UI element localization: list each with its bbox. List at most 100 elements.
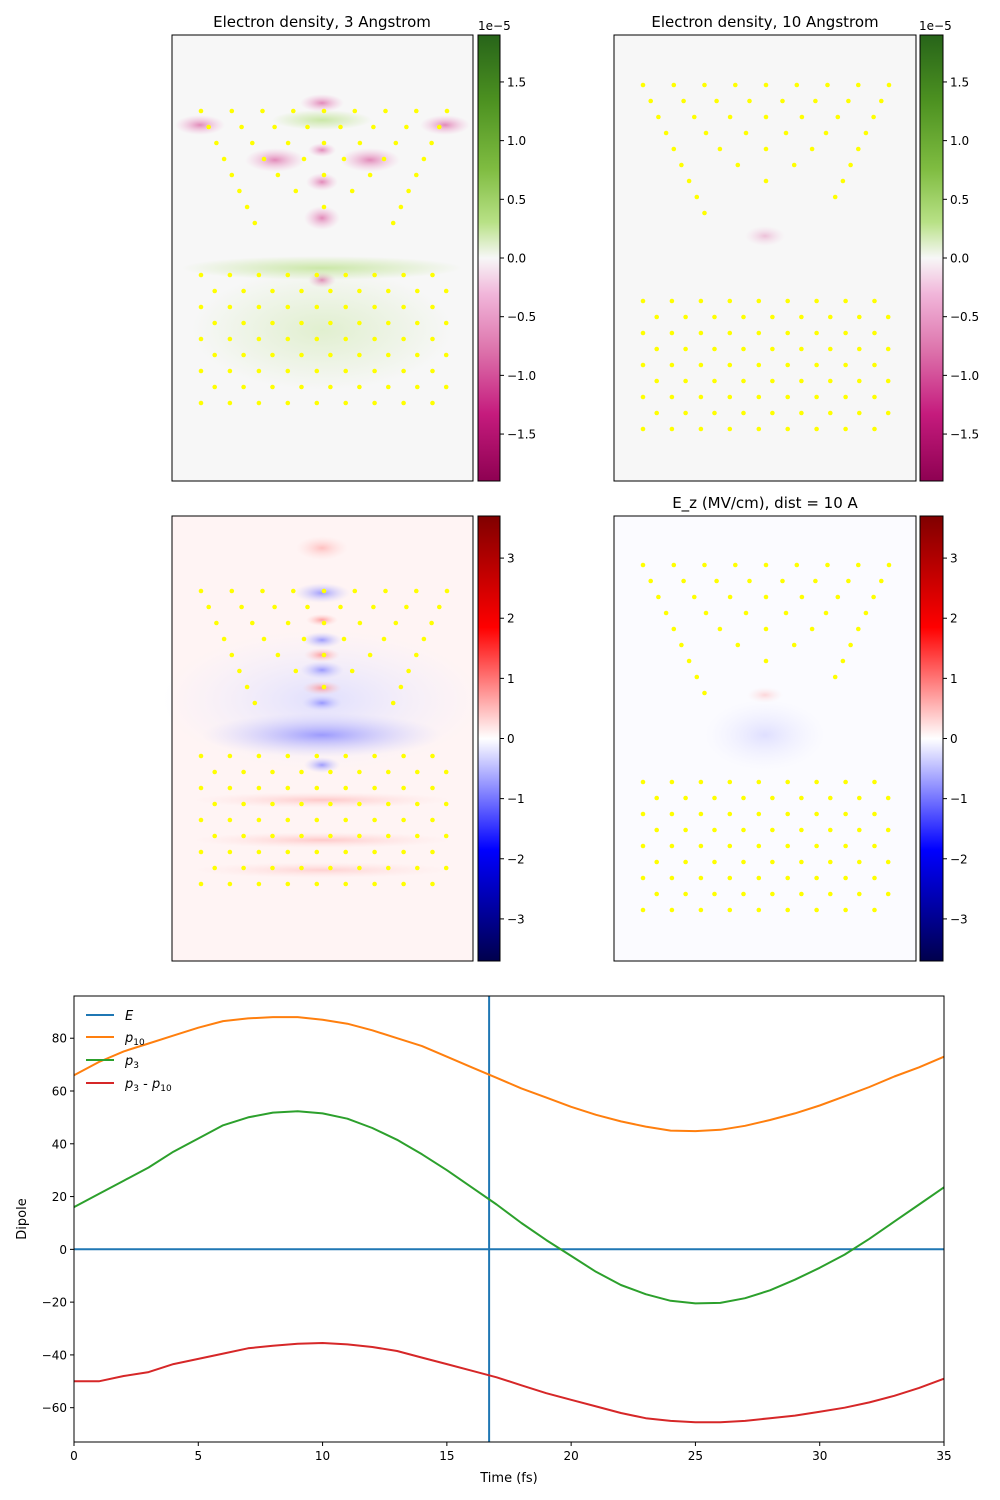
atom-marker [712, 827, 717, 833]
atom-marker [270, 384, 275, 390]
atom-marker [823, 130, 829, 136]
atom-marker [314, 272, 320, 278]
atom-marker [415, 833, 420, 839]
atom-marker [256, 785, 262, 791]
atom-marker [694, 674, 700, 680]
colorbar-tick-label: 0 [950, 732, 958, 746]
atom-marker [272, 124, 277, 130]
atom-marker [885, 410, 891, 416]
atom-marker [241, 320, 246, 326]
atom-marker [299, 801, 304, 807]
atom-marker [198, 108, 204, 114]
series-line-p10 [73, 1016, 945, 1133]
atom-marker [430, 304, 435, 310]
atom-marker [656, 114, 661, 120]
atom-marker [244, 684, 250, 690]
atom-marker [694, 194, 700, 200]
atom-marker [785, 426, 790, 432]
atom-marker [640, 875, 646, 881]
atom-marker [386, 801, 391, 807]
atom-marker [712, 314, 717, 320]
atom-marker [872, 298, 877, 304]
atom-marker [241, 288, 246, 294]
colorbar-tick-label: −1.0 [507, 369, 536, 383]
atom-marker [414, 172, 419, 178]
atom-marker [791, 642, 797, 648]
atom-marker [663, 130, 669, 136]
colorbar-tick-label: −0.5 [950, 310, 979, 324]
atom-marker [640, 394, 646, 400]
atom-marker [814, 362, 819, 368]
atom-marker [357, 320, 362, 326]
atom-marker [843, 811, 848, 817]
atom-marker [357, 140, 363, 146]
atom-marker [825, 82, 830, 88]
atom-marker [299, 865, 304, 871]
atom-marker [415, 352, 420, 358]
atom-marker [785, 875, 790, 881]
atom-marker [783, 130, 789, 136]
atom-marker [872, 362, 877, 368]
atom-marker [686, 658, 692, 664]
atom-marker [349, 188, 355, 194]
atom-marker [727, 330, 733, 336]
atom-marker [241, 769, 246, 775]
atom-marker [212, 320, 217, 326]
atom-marker [843, 362, 848, 368]
atom-marker [848, 162, 853, 168]
atom-marker [227, 400, 233, 406]
y-tick-label: 40 [52, 1137, 67, 1151]
atom-marker [809, 146, 815, 152]
atom-marker [293, 668, 299, 674]
atom-marker [799, 346, 804, 352]
atom-marker [763, 626, 769, 632]
atom-marker [229, 588, 235, 594]
atom-marker [741, 827, 746, 833]
atom-marker [305, 124, 310, 130]
atom-marker [305, 604, 310, 610]
colorbar-ez10: 3 2 1 0 −1 −2 −3 [919, 515, 968, 962]
atom-marker [785, 298, 790, 304]
atom-marker [398, 204, 404, 210]
atom-marker [221, 636, 227, 642]
atom-marker [430, 881, 435, 887]
atom-marker [714, 98, 719, 104]
atom-marker [343, 272, 349, 278]
atom-marker [683, 795, 688, 801]
atom-marker [357, 801, 362, 807]
atom-marker [372, 785, 377, 791]
atom-marker [727, 875, 733, 881]
colorbar-tick-label: 1.0 [950, 134, 969, 148]
atom-marker [702, 562, 707, 568]
atom-marker [747, 578, 752, 584]
atom-marker [256, 881, 262, 887]
atom-marker [437, 604, 442, 610]
atom-marker [681, 578, 686, 584]
atom-marker [763, 594, 769, 600]
atom-marker [357, 620, 363, 626]
atom-marker [328, 801, 333, 807]
atom-marker [256, 272, 262, 278]
atom-marker [735, 162, 741, 168]
atom-marker [275, 652, 281, 658]
atom-marker [401, 785, 406, 791]
atom-marker [692, 114, 697, 120]
atom-marker [443, 352, 449, 358]
atom-marker [741, 795, 746, 801]
atom-marker [414, 652, 419, 658]
atom-marker [794, 82, 800, 88]
atom-marker [270, 865, 275, 871]
atom-marker [872, 907, 877, 913]
atom-marker [671, 626, 677, 632]
atom-marker [256, 336, 262, 342]
atom-marker [872, 875, 877, 881]
atom-marker [386, 320, 391, 326]
y-tick-label: −20 [42, 1296, 67, 1310]
atom-marker [401, 849, 406, 855]
colorbar-tick-label: 0.5 [507, 193, 526, 207]
atom-marker [430, 817, 435, 823]
atom-marker [349, 668, 355, 674]
atom-marker [823, 610, 829, 616]
atom-marker [404, 124, 409, 130]
